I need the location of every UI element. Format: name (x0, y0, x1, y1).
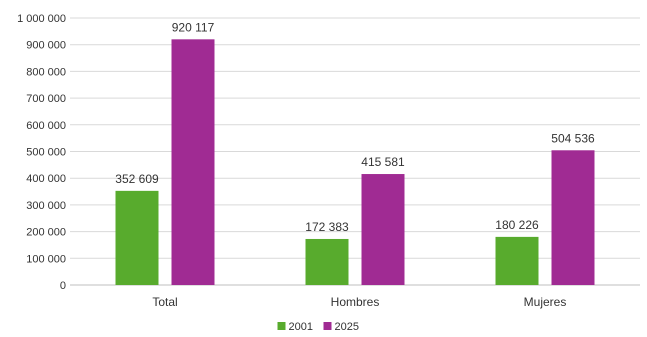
data-label-2025-hombres: 415 581 (361, 155, 405, 169)
bars (115, 39, 595, 285)
y-tick-label: 200 000 (26, 227, 66, 239)
data-label-2025-total: 920 117 (172, 20, 215, 34)
y-tick-label: 1 000 000 (17, 13, 66, 25)
legend: 2001 2025 (277, 321, 359, 333)
x-axis-categories: Total Hombres Mujeres (152, 295, 566, 309)
legend-label-2025: 2025 (335, 321, 359, 333)
y-tick-label: 400 000 (26, 173, 66, 185)
data-label-2001-total: 352 609 (115, 172, 159, 186)
y-tick-label: 700 000 (26, 93, 66, 105)
bar-2025-hombres (361, 174, 405, 285)
category-label-mujeres: Mujeres (524, 295, 567, 309)
y-tick-label: 900 000 (26, 40, 66, 52)
y-tick-label: 600 000 (26, 120, 66, 132)
legend-swatch-2001 (277, 322, 286, 330)
y-tick-label: 500 000 (26, 147, 66, 159)
y-tick-label: 0 (60, 280, 66, 292)
category-label-total: Total (152, 295, 177, 309)
gridlines (70, 17, 640, 286)
bar-2025-total (171, 39, 215, 285)
bar-2025-mujeres (551, 150, 595, 285)
data-labels: 352 609 920 117 172 383 415 581 180 226 504 5… (115, 20, 595, 234)
bar-2001-total (115, 190, 159, 285)
data-label-2001-hombres: 172 383 (305, 220, 349, 234)
data-label-2025-mujeres: 504 536 (551, 131, 595, 145)
bar-2001-hombres (305, 238, 349, 285)
legend-swatch-2025 (323, 322, 332, 330)
legend-label-2001: 2001 (289, 321, 313, 333)
bar-2001-mujeres (495, 236, 539, 285)
y-tick-label: 800 000 (26, 66, 66, 78)
y-tick-label: 100 000 (26, 253, 66, 265)
data-label-2001-mujeres: 180 226 (495, 218, 539, 232)
y-tick-label: 300 000 (26, 200, 66, 212)
y-axis-ticks: 0 100 000 200 000 300 000 400 000 500 000 600 … (17, 13, 66, 292)
category-label-hombres: Hombres (331, 295, 380, 309)
